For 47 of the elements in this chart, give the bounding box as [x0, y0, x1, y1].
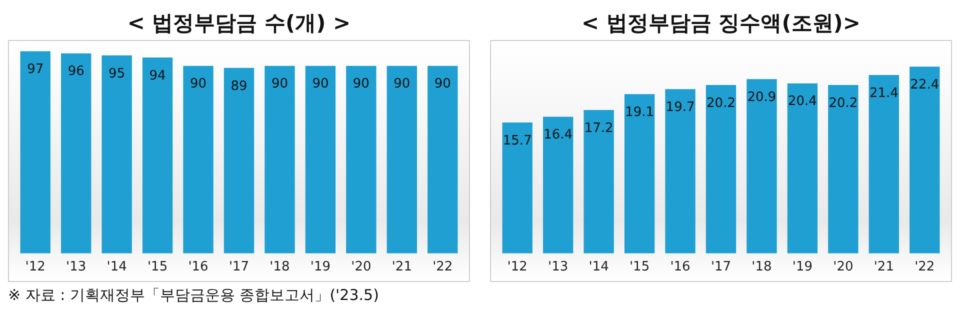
data-label: 95: [108, 66, 126, 82]
data-label: 97: [27, 62, 44, 78]
x-tick-label: '14: [106, 260, 127, 275]
data-label: 20.9: [747, 90, 776, 106]
data-label: 96: [68, 64, 84, 80]
x-tick-label: '17: [710, 260, 732, 275]
x-tick-label: '21: [874, 260, 894, 275]
x-tick-label: '15: [147, 260, 168, 275]
data-label: 19.1: [625, 105, 654, 120]
data-label: 22.4: [910, 78, 940, 93]
x-tick-label: '16: [670, 260, 690, 275]
x-tick-label: '12: [25, 260, 46, 275]
text: ※ 자료 : 기획재정부「부담금운용 종합보고서」('23.5): [8, 286, 380, 305]
x-tick-label: '22: [914, 260, 935, 275]
x-tick-label: '17: [228, 260, 250, 275]
data-label: 20.2: [706, 96, 736, 111]
data-label: 89: [230, 78, 248, 94]
x-tick-label: '12: [507, 260, 528, 275]
x-tick-label: '22: [432, 260, 453, 275]
x-tick-label: '14: [588, 260, 609, 275]
data-label: 17.2: [584, 120, 614, 136]
data-label: 90: [434, 76, 451, 92]
data-label: 20.2: [828, 96, 858, 111]
x-tick-label: '18: [752, 260, 772, 275]
data-label: 90: [190, 76, 207, 92]
x-tick-label: '13: [548, 260, 568, 275]
x-tick-label: '15: [629, 260, 650, 275]
x-tick-label: '13: [66, 260, 86, 275]
data-label: 15.7: [502, 133, 532, 148]
x-tick-label: '21: [392, 260, 412, 275]
data-label: 16.4: [544, 128, 573, 143]
data-label: 90: [352, 76, 370, 92]
data-label: 90: [271, 76, 288, 92]
x-tick-label: '19: [310, 260, 331, 275]
data-label: 21.4: [869, 86, 898, 101]
data-label: 90: [394, 76, 410, 92]
data-label: 94: [149, 68, 166, 84]
chart-title: < 법정부담금 수(개) >: [126, 10, 352, 37]
x-tick-label: '19: [792, 260, 813, 275]
chart-title: < 법정부담금 징수액(조원)>: [580, 10, 862, 37]
x-tick-label: '18: [270, 260, 290, 275]
x-tick-label: '16: [188, 260, 208, 275]
data-label: 20.4: [788, 94, 817, 110]
x-tick-label: '20: [833, 260, 854, 275]
x-tick-label: '20: [351, 260, 372, 275]
data-label: 90: [312, 76, 329, 92]
data-label: 19.7: [666, 100, 695, 116]
